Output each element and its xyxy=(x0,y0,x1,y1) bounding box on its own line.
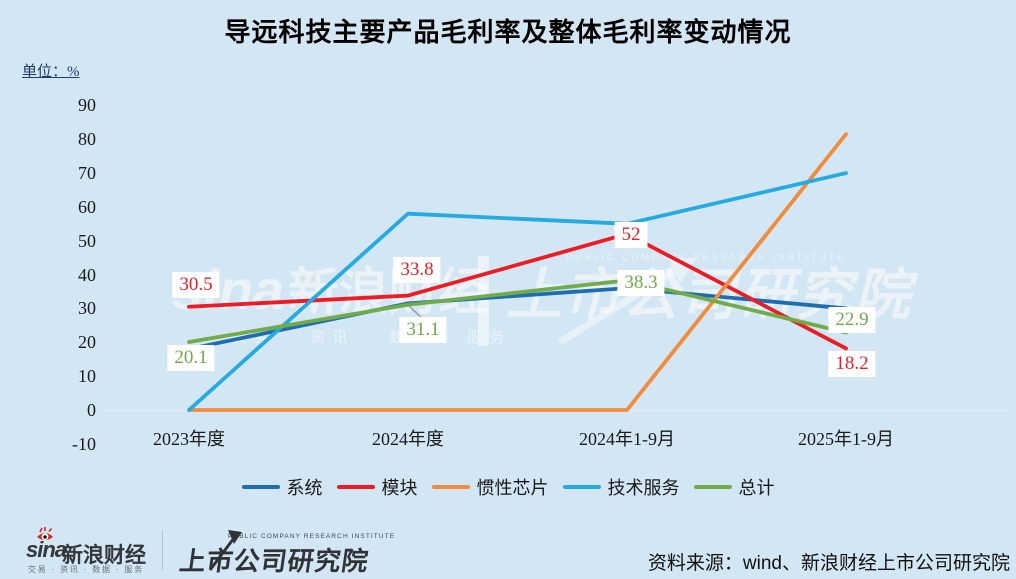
x-axis-category-label: 2024年度 xyxy=(372,429,444,449)
sina-logo-cn: 新浪财经 xyxy=(62,544,146,567)
footer-divider xyxy=(162,530,163,570)
legend-item-inertial-chip: 惯性芯片 xyxy=(431,474,549,500)
data-label: 38.3 xyxy=(617,270,665,296)
series-line-modules xyxy=(187,232,848,351)
legend-item-modules: 模块 xyxy=(336,474,418,500)
institute-logo: PUBLIC COMPANY RESEARCH INSTITUTE 上市公司研究… xyxy=(178,526,394,576)
x-axis-category-label: 2023年度 xyxy=(153,429,225,449)
y-axis-tick-label: 30 xyxy=(78,298,96,319)
legend-swatch xyxy=(336,485,375,489)
legend-label: 系统 xyxy=(286,478,323,498)
sina-logo-slogan: 交易 · 资讯 · 数据 · 服务 xyxy=(28,565,144,574)
label-leader-line xyxy=(408,305,424,320)
y-axis-tick-label: 10 xyxy=(78,366,96,387)
legend-item-technical-services: 技术服务 xyxy=(562,474,680,500)
institute-arrow-icon xyxy=(208,530,242,571)
series-line-systems xyxy=(187,286,848,351)
y-axis-tick-label: 0 xyxy=(87,400,96,420)
sina-eye-icon xyxy=(37,527,53,540)
y-axis-tick-label: 60 xyxy=(78,196,96,217)
plot-area xyxy=(104,132,1008,412)
data-label: 18.2 xyxy=(828,351,876,377)
data-label: 20.1 xyxy=(167,345,215,371)
legend-label: 惯性芯片 xyxy=(476,478,549,498)
sina-logo-latin: sina xyxy=(26,537,67,562)
x-axis-category-label: 2025年1-9月 xyxy=(798,429,894,449)
data-label: 31.1 xyxy=(399,317,447,343)
legend: 系统 模块 惯性芯片 技术服务 总计 xyxy=(0,474,1016,500)
legend-item-systems: 系统 xyxy=(241,474,323,500)
series-line-total xyxy=(187,278,848,344)
legend-swatch xyxy=(241,485,280,489)
y-axis-tick-label: 70 xyxy=(78,163,96,184)
legend-label: 模块 xyxy=(381,478,418,498)
sina-logo: sina 新浪财经 交易 · 资讯 · 数据 · 服务 xyxy=(24,526,159,576)
chart-title: 导远科技主要产品毛利率及整体毛利率变动情况 xyxy=(224,17,792,47)
y-axis-tick-label: 80 xyxy=(78,129,96,150)
institute-logo-en: PUBLIC COMPANY RESEARCH INSTITUTE xyxy=(228,533,396,540)
unit-label: 单位：% xyxy=(22,64,80,80)
legend-label: 总计 xyxy=(738,478,775,498)
legend-swatch xyxy=(693,485,732,489)
legend-swatch xyxy=(431,485,470,489)
y-axis-tick-label: 20 xyxy=(78,332,96,353)
institute-watermark-en: PUBLIC COMPANY RESEARCH INSTITUTE xyxy=(566,252,847,262)
source-text: 资料来源：wind、新浪财经上市公司研究院 xyxy=(647,553,1010,574)
footer: sina 新浪财经 交易 · 资讯 · 数据 · 服务 PUBLIC COMPA… xyxy=(0,524,1016,579)
data-label: 22.9 xyxy=(828,307,876,333)
legend-swatch xyxy=(562,485,601,489)
y-axis-tick-label: 50 xyxy=(78,230,96,251)
series-line-technical-services xyxy=(187,171,848,412)
y-axis-tick-label: 90 xyxy=(78,95,96,116)
legend-item-total: 总计 xyxy=(693,474,775,500)
data-label: 33.8 xyxy=(393,257,441,283)
series-line-inertial-chip xyxy=(187,132,848,412)
data-label: 52 xyxy=(614,222,648,248)
legend-label: 技术服务 xyxy=(607,478,680,498)
x-axis-category-label: 2024年1-9月 xyxy=(579,429,675,449)
y-axis-tick-label: 40 xyxy=(78,264,96,285)
data-label: 30.5 xyxy=(172,272,220,298)
watermark-divider xyxy=(478,256,489,346)
y-axis-tick-label: -10 xyxy=(72,433,96,454)
